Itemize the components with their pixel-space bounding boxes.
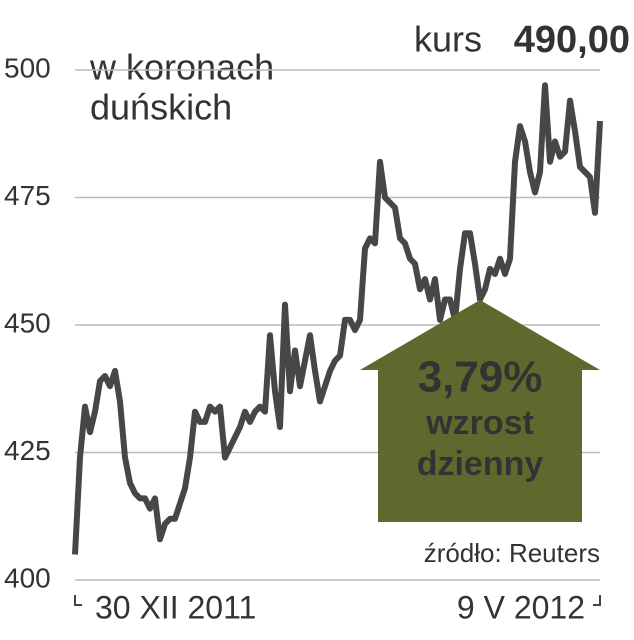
y-tick-label: 500 bbox=[4, 52, 51, 83]
x-tick-label: 9 V 2012 bbox=[457, 589, 585, 625]
price-label: kurs bbox=[414, 19, 482, 60]
y-axis-label: duńskich bbox=[90, 87, 232, 128]
x-tick-label: 30 XII 2011 bbox=[95, 589, 256, 625]
annotation: 3,79% bbox=[418, 353, 543, 402]
y-tick-label: 425 bbox=[4, 435, 51, 466]
source: źródło: Reuters bbox=[424, 538, 600, 568]
price: 490,00 bbox=[514, 19, 630, 61]
annotation: dzienny bbox=[417, 445, 544, 483]
annotation: wzrost bbox=[425, 404, 534, 442]
y-tick-label: 450 bbox=[4, 307, 51, 338]
y-tick-label: 475 bbox=[4, 180, 51, 211]
x-axis-bracket bbox=[74, 595, 601, 606]
y-axis-label: w koronach bbox=[89, 47, 274, 88]
price-line bbox=[72, 82, 603, 555]
growth-arrow bbox=[360, 300, 600, 522]
y-tick-label: 400 bbox=[4, 562, 51, 593]
